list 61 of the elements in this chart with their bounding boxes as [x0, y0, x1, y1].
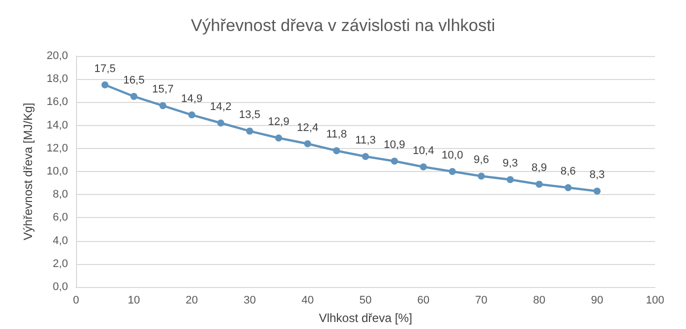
data-label: 17,5	[94, 62, 116, 75]
point	[420, 163, 427, 170]
data-label: 15,7	[152, 84, 174, 96]
y-tick-label: 0,0	[52, 281, 68, 293]
data-label: 13,5	[238, 109, 260, 122]
point	[564, 184, 572, 192]
x-tick-label: 20	[186, 294, 198, 306]
data-label: 11,8	[326, 128, 347, 141]
y-tick-label: 6,0	[52, 212, 68, 224]
point	[390, 158, 398, 165]
x-tick-label: 60	[417, 294, 430, 306]
point	[275, 134, 282, 142]
x-tick-label: 10	[128, 294, 140, 306]
data-label: 8,6	[560, 166, 576, 178]
x-tick-label: 0	[72, 294, 80, 306]
point	[130, 92, 138, 100]
point	[246, 128, 254, 135]
x-axis-title: Vlhkost dřeva [%]	[318, 311, 412, 325]
data-label: 10,9	[384, 139, 406, 152]
data-label: 8,9	[532, 162, 547, 174]
point	[159, 102, 166, 110]
y-tick-label: 8,0	[52, 188, 68, 201]
x-tick-label: 50	[359, 294, 372, 306]
y-tick-label: 4,0	[52, 234, 68, 247]
point	[217, 119, 224, 126]
chart-title: Výhřevnost dřeva v závislosti na vlhkosti	[190, 16, 496, 35]
y-tick-label: 18,0	[46, 73, 68, 86]
y-tick-label: 12,0	[46, 142, 68, 154]
point	[362, 152, 369, 160]
y-axis-title: Výhřevnost dřeva [MJ/Kg]	[21, 102, 35, 240]
data-label: 14,9	[181, 92, 203, 105]
data-label: 12,9	[268, 116, 290, 128]
data-label: 9,6	[474, 154, 489, 166]
point	[594, 188, 601, 195]
point	[536, 180, 543, 188]
point	[188, 111, 196, 118]
x-tick-label: 30	[244, 294, 256, 306]
x-tick-label: 90	[590, 294, 604, 306]
data-label: 9,3	[502, 158, 518, 170]
point	[448, 168, 456, 175]
point	[304, 140, 312, 148]
y-tick-label: 16,0	[46, 96, 68, 108]
x-tick-label: 100	[646, 294, 664, 306]
x-tick-label: 70	[475, 294, 488, 306]
data-label: 8,3	[589, 169, 605, 182]
x-tick-label: 80	[533, 294, 546, 306]
x-tick-label: 40	[301, 294, 314, 306]
y-tick-label: 10,0	[46, 166, 68, 178]
point	[333, 147, 340, 154]
point	[478, 172, 485, 180]
data-label: 10,4	[412, 144, 434, 157]
data-label: 12,4	[296, 122, 318, 134]
data-label: 14,2	[210, 100, 232, 113]
point	[101, 81, 108, 88]
y-tick-label: 20,0	[46, 50, 68, 62]
data-label: 11,3	[355, 134, 376, 146]
point	[506, 176, 514, 184]
y-tick-label: 14,0	[46, 119, 68, 132]
data-label: 10,0	[442, 150, 464, 162]
data-label: 16,5	[123, 74, 145, 86]
y-tick-label: 2,0	[52, 258, 68, 270]
